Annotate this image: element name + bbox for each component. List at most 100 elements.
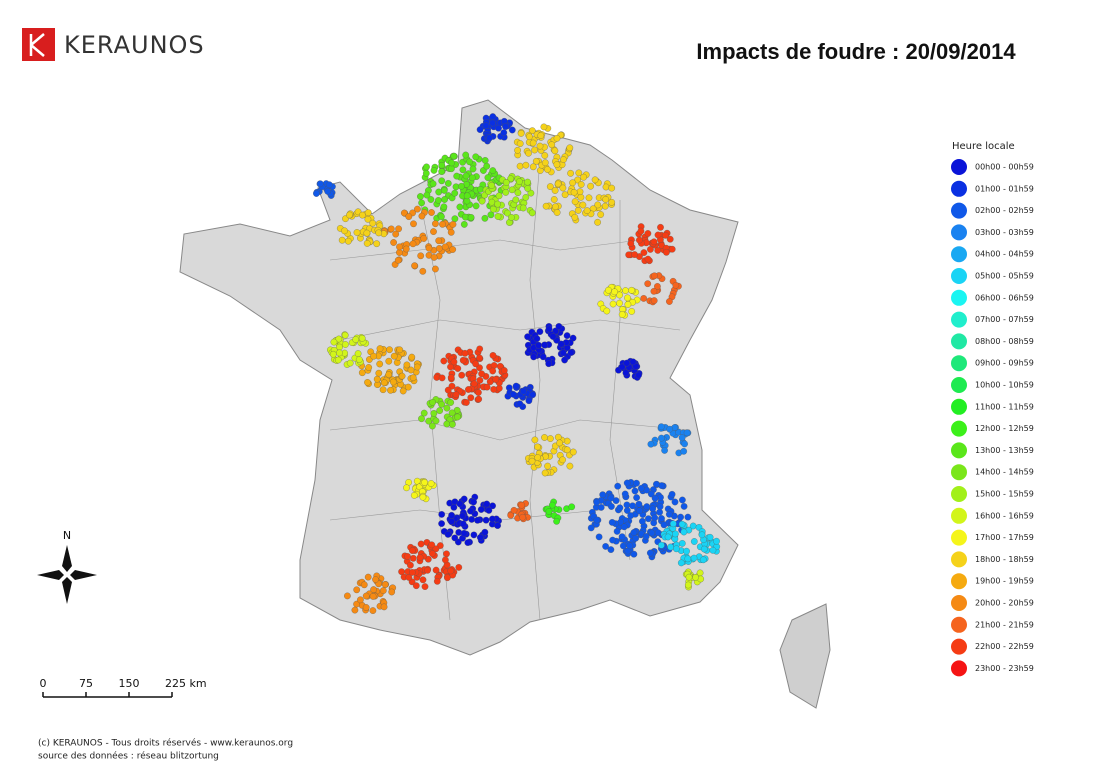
impact-dot (509, 390, 517, 398)
impact-dot (462, 151, 470, 159)
impact-dot (409, 374, 417, 382)
impact-dot (404, 553, 411, 560)
impact-dot (677, 559, 685, 567)
impact-dot (623, 479, 631, 487)
impact-dot (533, 335, 541, 343)
impact-dot (587, 182, 594, 190)
impact-dot (678, 434, 686, 442)
impact-dot (464, 539, 472, 546)
impact-dot (432, 417, 440, 425)
impact-dot (549, 333, 557, 340)
impact-dot (450, 358, 458, 366)
impact-dot (650, 238, 658, 246)
impact-dot (369, 219, 377, 227)
impact-dot (438, 511, 446, 518)
legend-label: 10h00 - 10h59 (975, 381, 1034, 390)
impact-dot (413, 363, 421, 371)
impact-dot (577, 181, 585, 188)
impact-dot (529, 391, 537, 399)
impact-dot (541, 152, 549, 159)
impact-dot (330, 338, 338, 346)
impact-dot (398, 568, 405, 576)
impact-dot (624, 301, 632, 308)
legend-swatch (951, 289, 967, 306)
legend-label: 18h00 - 18h59 (975, 555, 1034, 564)
impact-dot (467, 394, 475, 402)
impact-dot (502, 123, 509, 130)
impact-dot (495, 124, 502, 132)
legend-swatch (951, 660, 967, 677)
impact-dot (489, 113, 497, 120)
legend-label: 17h00 - 17h59 (975, 533, 1034, 542)
impact-dot (363, 229, 371, 237)
impact-dot (601, 202, 609, 210)
impact-dot (633, 494, 640, 501)
impact-dot (545, 360, 553, 368)
impact-dot (529, 163, 537, 171)
impact-dot (459, 520, 467, 528)
impact-dot (567, 169, 574, 177)
impact-dot (489, 167, 497, 174)
impact-dot (548, 501, 556, 509)
impact-dot (658, 541, 665, 549)
impact-dot (608, 184, 616, 192)
impact-dot (602, 183, 610, 191)
impact-dot (410, 220, 417, 228)
impact-dot (396, 243, 403, 251)
impact-dot (529, 139, 537, 147)
impact-dot (476, 345, 484, 353)
impact-dot (364, 215, 372, 223)
impact-dot (559, 456, 566, 464)
impact-dot (370, 586, 377, 593)
legend-swatch (951, 551, 967, 568)
impact-dot (358, 369, 366, 377)
legend-label: 13h00 - 13h59 (975, 446, 1034, 455)
legend: 00h00 - 00h59 01h00 - 01h59 02h00 - 02h59 0… (951, 159, 1034, 677)
impact-dot (525, 397, 533, 405)
impact-dot (346, 359, 354, 367)
impact-dot (420, 235, 428, 242)
impact-dot (624, 294, 631, 302)
impact-dot (540, 123, 548, 131)
impact-dot (329, 350, 337, 358)
impact-dot (433, 577, 441, 585)
impact-dot (419, 576, 427, 584)
impact-dot (661, 447, 668, 454)
legend-label: 23h00 - 23h59 (975, 664, 1034, 673)
impact-dot (346, 211, 353, 219)
impact-dot (706, 533, 714, 541)
impact-dot (557, 340, 565, 348)
impact-dot (438, 400, 445, 408)
impact-dot (447, 567, 455, 575)
impact-dot (475, 395, 483, 403)
legend-swatch (951, 311, 967, 328)
impact-dot (403, 361, 411, 369)
impact-dot (447, 228, 455, 236)
impact-dot (585, 194, 593, 202)
impact-dot (526, 133, 533, 141)
impact-dot (402, 245, 410, 253)
impact-dot (683, 547, 690, 555)
impact-dot (536, 328, 544, 335)
impact-dot (622, 287, 629, 294)
impact-dot (553, 134, 561, 142)
impact-dot (389, 378, 397, 386)
impact-dot (372, 576, 379, 583)
impact-dot (427, 480, 435, 487)
impact-dot (519, 513, 526, 521)
impact-dot (621, 490, 629, 498)
impact-dot (575, 169, 583, 177)
impact-dot (559, 349, 567, 357)
impact-dot (427, 196, 435, 203)
impact-dot (472, 202, 480, 210)
impact-dot (541, 469, 549, 477)
impact-dot (631, 251, 638, 258)
impact-dot (627, 512, 635, 519)
impact-dot (492, 376, 500, 383)
impact-dot (456, 203, 464, 211)
impact-dot (438, 213, 445, 220)
impact-dot (364, 573, 372, 581)
impact-dot (408, 353, 416, 361)
legend-swatch (951, 507, 967, 524)
impact-dot (678, 540, 686, 547)
